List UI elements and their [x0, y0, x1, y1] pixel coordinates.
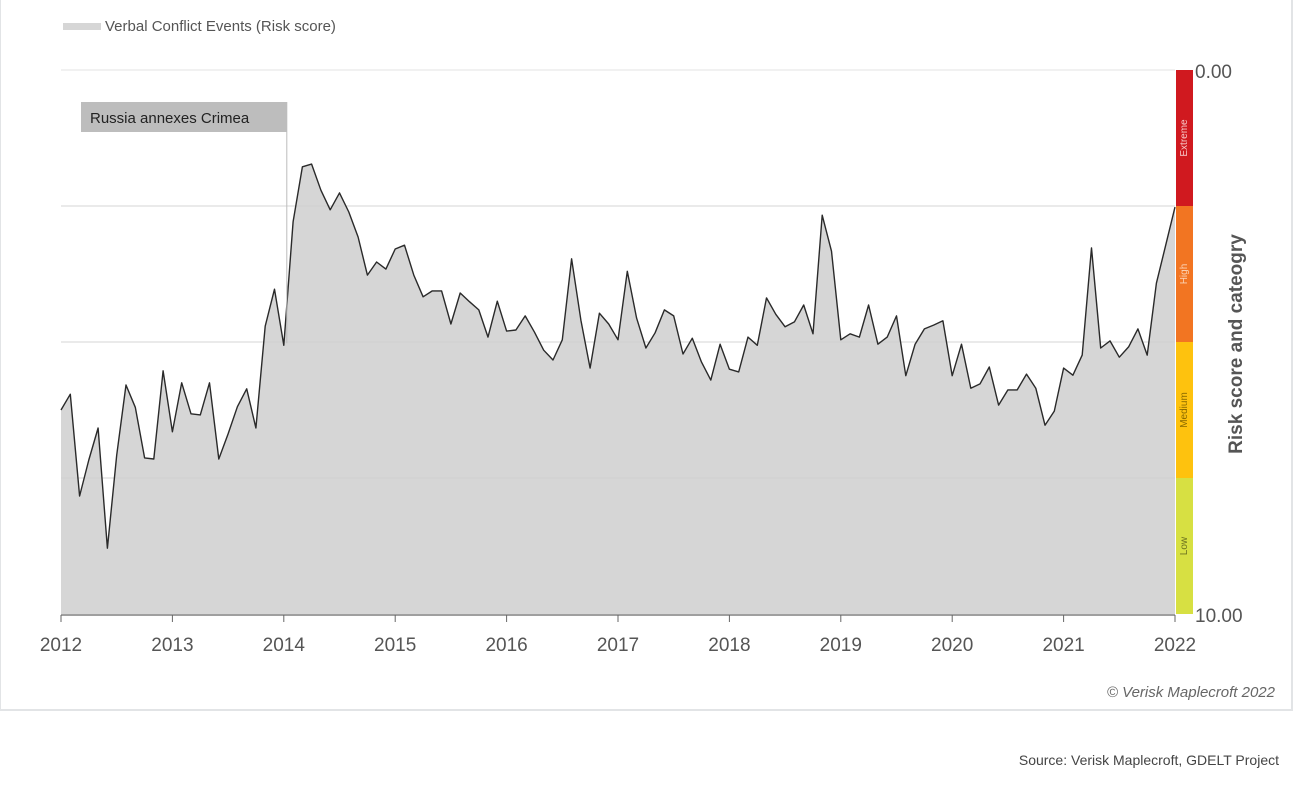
x-tick-label: 2018: [708, 635, 750, 656]
annotation-label: Russia annexes Crimea: [90, 110, 250, 127]
category-band-extreme: [1176, 70, 1193, 206]
category-label: Extreme: [1179, 119, 1190, 157]
category-band-medium: [1176, 342, 1193, 478]
x-tick-label: 2017: [597, 635, 639, 656]
category-label: Medium: [1179, 392, 1190, 428]
legend[interactable]: Verbal Conflict Events (Risk score): [63, 18, 336, 35]
y-axis-title: Risk score and cateogry: [1226, 234, 1247, 454]
x-tick-label: 2022: [1154, 635, 1196, 656]
category-label: Low: [1179, 536, 1190, 555]
x-tick-label: 2020: [931, 635, 973, 656]
area-fill: [61, 164, 1175, 614]
y-axis-bottom-label: 10.00: [1195, 606, 1243, 627]
area-chart: Russia annexes Crimea Extreme High Medium Lo…: [40, 62, 1243, 656]
y-axis-top-label: 0.00: [1195, 62, 1232, 83]
source-note: Source: Verisk Maplecroft, GDELT Project: [1018, 752, 1279, 768]
copyright: © Verisk Maplecroft 2022: [1106, 684, 1275, 701]
data-line: [60, 163, 1176, 549]
category-band-low: [1176, 478, 1193, 614]
category-label: High: [1179, 264, 1190, 285]
legend-swatch: [63, 23, 101, 30]
x-tick-label: 2014: [263, 635, 306, 656]
legend-label: Verbal Conflict Events (Risk score): [105, 18, 336, 35]
x-tick-label: 2015: [374, 635, 416, 656]
category-band-high: [1176, 206, 1193, 342]
chart-panel: Verbal Conflict Events (Risk score) Russ…: [0, 0, 1293, 711]
x-tick-label: 2021: [1042, 635, 1084, 656]
annotation-box: [81, 102, 287, 132]
x-tick-label: 2016: [485, 635, 527, 656]
x-tick-label: 2013: [151, 635, 193, 656]
x-tick-label: 2019: [820, 635, 862, 656]
x-tick-label: 2012: [40, 635, 82, 656]
